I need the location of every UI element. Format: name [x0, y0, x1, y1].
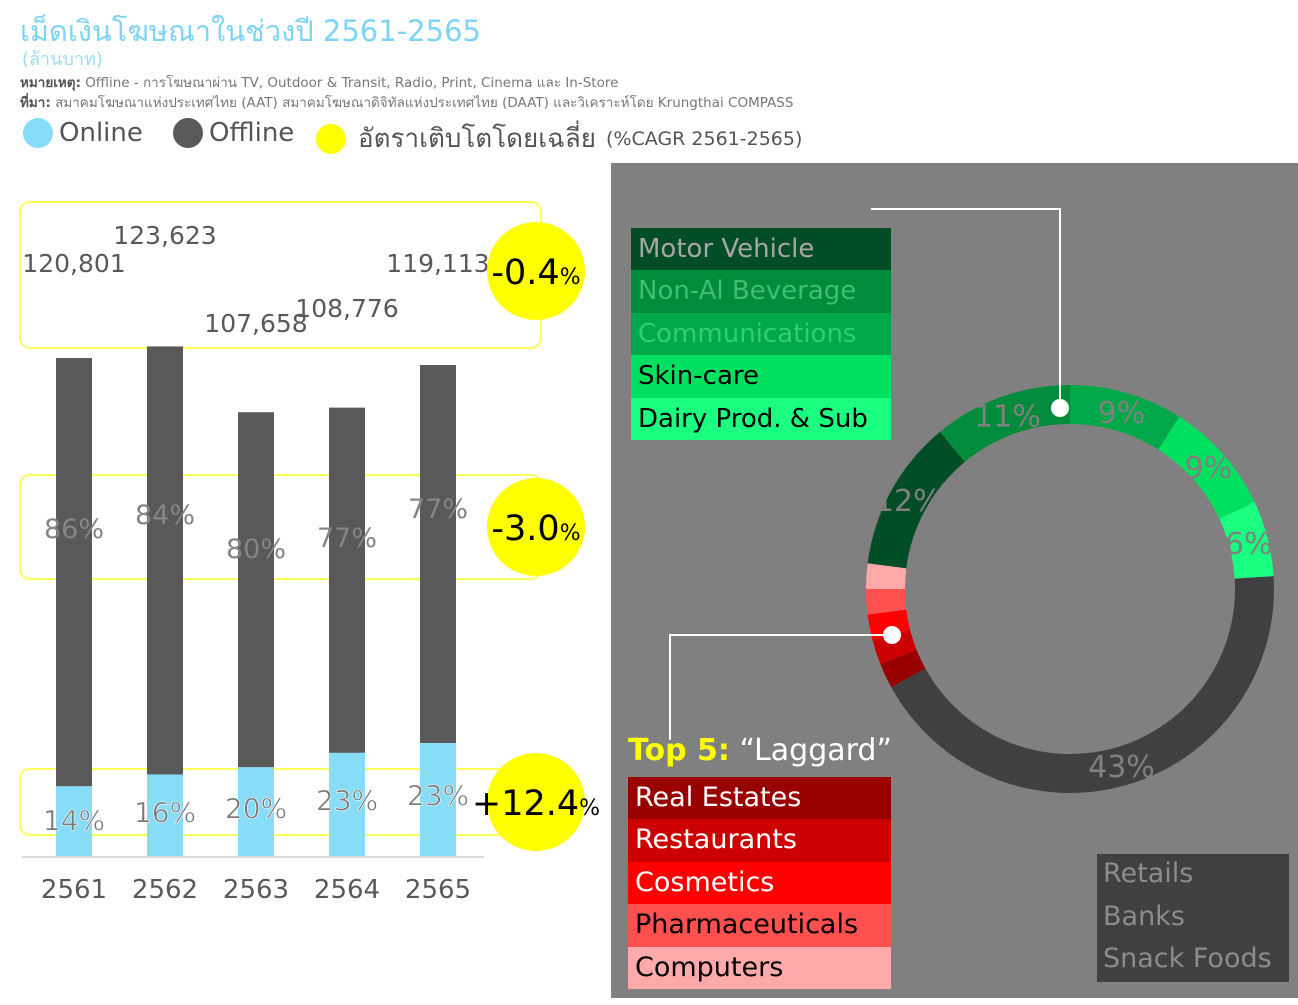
donut-slice-label: 11%	[974, 399, 1041, 434]
laggard-dot-icon	[883, 626, 901, 644]
top5-laggard-item: Cosmetics	[628, 861, 891, 905]
online-share-label: 23%	[316, 784, 378, 817]
bar-online-2565	[420, 743, 456, 856]
bar-online-2562	[147, 774, 183, 856]
industry-donut-chart: 12% 11% 9% 9% 6% 43%	[669, 208, 1274, 794]
donut-slice	[866, 589, 907, 615]
legend-cagr: อัตราเติบโตโดยเฉลี่ย (%CAGR 2561-2565)	[316, 118, 802, 159]
cagr-offline-label: -3.0%	[491, 509, 580, 549]
offline-share-label: 77%	[317, 523, 377, 554]
bar-offline-2562	[147, 346, 183, 775]
donut-slice	[867, 431, 965, 569]
bar-offline-2561	[56, 358, 92, 787]
total-label: 108,776	[295, 294, 398, 323]
cagr-online-label: +12.4%	[472, 784, 600, 824]
legend-online-label: Online	[59, 118, 143, 148]
top5-laggard-item: Restaurants	[628, 819, 891, 862]
legend-online: Online	[23, 118, 143, 148]
top5-laggard-item: Computers	[628, 946, 891, 989]
offline-share-label: 80%	[226, 534, 286, 565]
note-line: หมายเหตุ: Offline - การโฆษณาผ่าน TV, Out…	[20, 71, 618, 93]
online-share-label: 14%	[43, 804, 105, 837]
cagr-online-circle	[487, 753, 585, 851]
leader-line	[871, 208, 1061, 408]
top5-leader-item: Motor Vehicle	[631, 228, 891, 271]
laggard-title-prefix: Top 5:	[628, 733, 730, 768]
total-label: 107,658	[204, 309, 307, 338]
x-tick-label: 2563	[223, 875, 289, 905]
top5-leader-item: Skin-care	[631, 355, 891, 398]
online-share-label: 23%	[407, 779, 469, 812]
online-dot-icon	[23, 118, 53, 148]
total-label: 119,113	[386, 249, 489, 278]
top5-laggard-item: Real Estates	[628, 777, 891, 820]
donut-slice-label: 9%	[1098, 396, 1146, 431]
source-text: สมาคมโฆษณาแห่งประเทศไทย (AAT) สมาคมโฆษณา…	[55, 95, 794, 111]
legend-cagr-label: อัตราเติบโตโดยเฉลี่ย	[358, 124, 597, 154]
note-label: หมายเหตุ:	[20, 75, 81, 91]
cagr-total-label: -0.4%	[491, 253, 580, 293]
note-text: Offline - การโฆษณาผ่าน TV, Outdoor & Tra…	[85, 75, 619, 91]
cagr-offline-circle	[487, 478, 585, 576]
total-label: 123,623	[113, 221, 216, 250]
online-share-label: 16%	[134, 796, 196, 829]
bar-offline-2563	[238, 412, 274, 768]
bar-online-2561	[56, 786, 92, 856]
others-item: Retails	[1103, 858, 1194, 889]
bar-offline-2564	[329, 407, 365, 753]
offline-share-label: 84%	[135, 500, 195, 531]
top5-leader-item: Non-Al Beverage	[631, 270, 891, 313]
x-tick-label: 2564	[314, 875, 380, 905]
bar-offline-2565	[420, 365, 456, 744]
donut-slice-label: 6%	[1225, 527, 1273, 562]
legend-cagr-note: (%CAGR 2561-2565)	[606, 127, 803, 150]
offline-share-label: 77%	[408, 494, 468, 525]
source-label: ที่มา:	[20, 95, 51, 111]
industry-donut-panel: 12% 11% 9% 9% 6% 43% Motor Vehicle Non-Al Beve…	[611, 163, 1298, 998]
cagr-dot-icon	[316, 123, 346, 154]
cagr-total-circle	[487, 222, 585, 320]
donut-slice	[1070, 385, 1180, 450]
page-title: เม็ดเงินโฆษณาในช่วงปี 2561-2565	[20, 14, 481, 48]
top5-leader-item: Dairy Prod. & Sub	[631, 397, 891, 440]
x-tick-label: 2562	[132, 875, 198, 905]
laggard-line	[669, 634, 892, 740]
top5-leader-item: Communications	[631, 312, 891, 356]
x-tick-label: 2565	[405, 875, 471, 905]
donut-slice	[891, 576, 1274, 794]
others-box: Retails Banks Snack Foods	[1097, 854, 1289, 982]
offline-share-label: 86%	[44, 514, 104, 545]
total-label: 120,801	[22, 249, 125, 278]
source-line: ที่มา: สมาคมโฆษณาแห่งประเทศไทย (AAT) สมา…	[20, 91, 793, 113]
legend-offline: Offline	[173, 118, 294, 148]
donut-slice-label: 9%	[1185, 451, 1233, 486]
others-item: Banks	[1103, 900, 1185, 932]
x-tick-label: 2561	[41, 875, 107, 905]
unit-label: (ล้านบาท)	[22, 49, 103, 70]
top5-laggard-item: Pharmaceuticals	[628, 904, 891, 947]
donut-slice	[880, 649, 926, 688]
laggard-title: Top 5: “Laggard”	[628, 733, 892, 768]
laggard-title-suffix: “Laggard”	[739, 733, 893, 768]
others-item: Snack Foods	[1103, 943, 1272, 974]
bar-online-2564	[329, 752, 365, 856]
stacked-bar-chart: 2561 120,801 86% 14% 2562 123,623 84% 16% 2563 10…	[19, 201, 600, 905]
donut-slice	[1219, 502, 1274, 579]
leader-dot-icon	[1051, 399, 1069, 417]
offline-dot-icon	[173, 118, 203, 148]
donut-slice	[939, 385, 1070, 462]
bar-online-2563	[238, 767, 274, 856]
donut-slice	[1158, 416, 1255, 519]
online-share-label: 20%	[225, 792, 287, 825]
donut-slice	[866, 563, 907, 589]
donut-slice-label: 43%	[1088, 750, 1155, 785]
legend-offline-label: Offline	[209, 118, 295, 148]
donut-slice-label: 12%	[875, 484, 942, 519]
donut-slice	[872, 630, 917, 665]
